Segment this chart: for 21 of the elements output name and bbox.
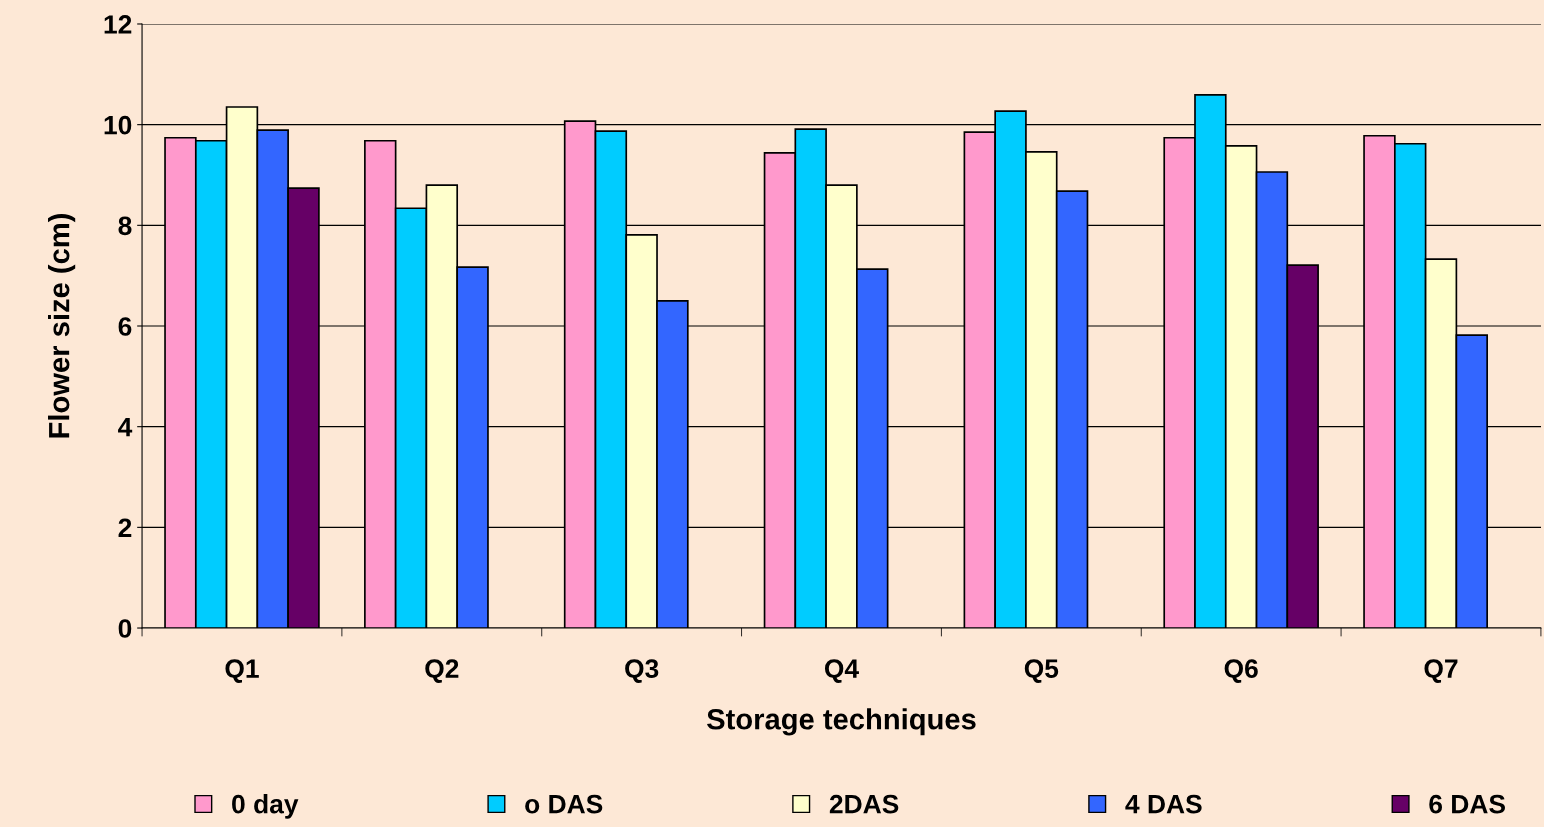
x-tick-label: Q1 bbox=[225, 659, 259, 683]
x-tick-label: Q4 bbox=[824, 659, 859, 683]
x-tick-label: Q7 bbox=[1424, 659, 1458, 683]
legend-label: o DAS bbox=[525, 794, 603, 814]
x-axis-title: Storage techniques bbox=[707, 708, 976, 736]
y-tick-label: 12 bbox=[104, 15, 132, 34]
x-tick-label: Q6 bbox=[1224, 659, 1258, 683]
y-tick-label: 0 bbox=[118, 619, 132, 638]
legend-label: 0 day bbox=[232, 794, 299, 819]
y-tick-label: 6 bbox=[118, 317, 132, 336]
x-tick-label: Q2 bbox=[425, 659, 459, 683]
y-tick-label: 10 bbox=[104, 115, 132, 135]
y-tick-label: 2 bbox=[118, 518, 132, 537]
x-tick-label: Q3 bbox=[625, 659, 659, 683]
legend-label: 4 DAS bbox=[1125, 794, 1202, 814]
y-tick-label: 8 bbox=[118, 216, 132, 236]
legend-label: 6 DAS bbox=[1429, 794, 1505, 814]
x-tick-label: Q5 bbox=[1024, 659, 1059, 683]
y-tick-label: 4 bbox=[118, 418, 133, 437]
legend-label: 2DAS bbox=[829, 794, 899, 814]
y-axis-title: Flower size (cm) bbox=[48, 213, 76, 438]
